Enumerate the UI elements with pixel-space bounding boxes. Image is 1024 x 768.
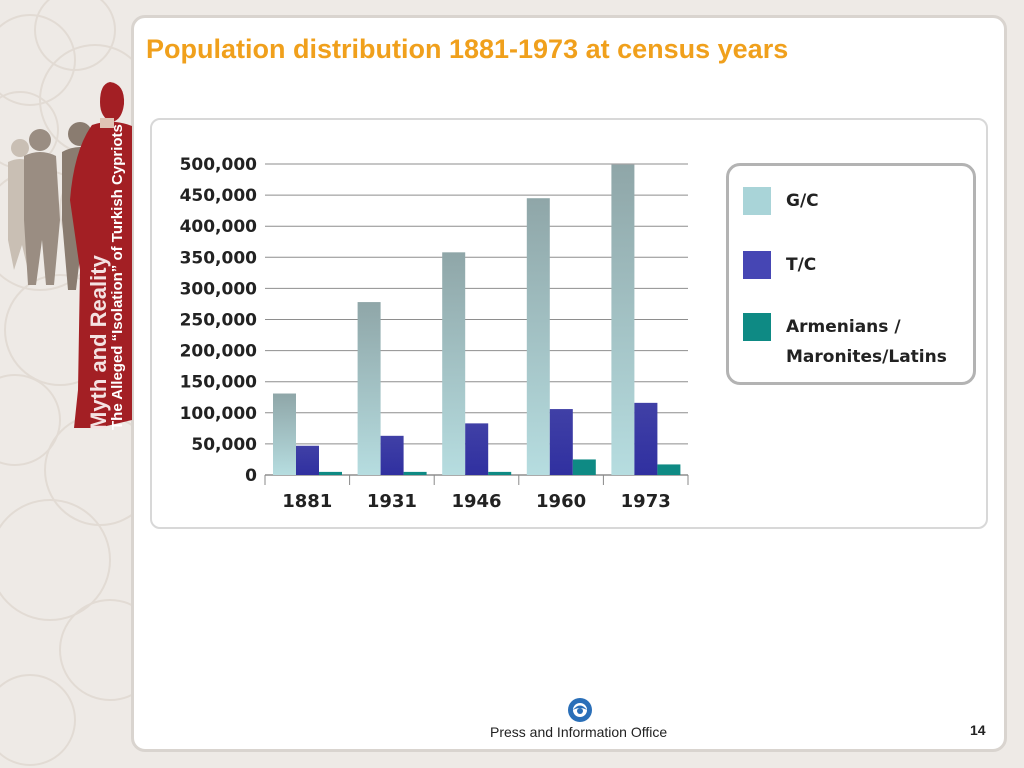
bar-g-1881 [273, 393, 296, 475]
y-tick-label: 50,000 [191, 435, 257, 455]
bar-armenians-1960 [572, 459, 596, 475]
bar-armenians-1973 [657, 464, 681, 475]
bar-chart: 500,000 450,000 400,000 350,000 300,000 250,0… [180, 155, 689, 512]
legend-label: T/C [786, 255, 817, 275]
side-banner-title: Myth and Reality [86, 255, 111, 430]
y-tick-label: 150,000 [180, 373, 258, 393]
x-tick-label: 1881 [282, 491, 332, 512]
y-tick-label: 500,000 [180, 155, 258, 175]
y-tick-label: 300,000 [180, 279, 258, 299]
bar-armenians-1931 [403, 471, 427, 475]
side-banner-subtitle: The Alleged “Isolation” of Turkish Cypri… [109, 124, 126, 430]
bar-armenians-1881 [319, 471, 342, 475]
bar-t-1973 [634, 402, 658, 475]
bar-g-1931 [357, 302, 381, 475]
legend-item: G/C [743, 186, 819, 216]
x-tick-label: 1973 [621, 491, 671, 512]
footer-text: Press and Information Office [490, 724, 668, 740]
x-tick-label: 1946 [451, 491, 501, 512]
x-tick-label: 1931 [367, 491, 417, 512]
bar-t-1960 [549, 409, 573, 475]
legend-item: Armenians / Maronites/Latins [743, 312, 947, 372]
page-number: 14 [970, 722, 986, 738]
bar-t-1946 [465, 423, 489, 475]
y-tick-label: 350,000 [180, 248, 258, 268]
x-tick-label: 1960 [536, 491, 586, 512]
legend-label: G/C [786, 191, 819, 211]
press-office-logo-icon [568, 698, 592, 722]
bar-armenians-1946 [488, 471, 512, 475]
y-tick-label: 250,000 [180, 311, 258, 331]
chart-legend: G/C T/C Armenians / Maronites/Latins [726, 163, 976, 385]
legend-swatch [743, 251, 771, 279]
y-tick-label: 0 [245, 466, 257, 486]
slide-title: Population distribution 1881-1973 at cen… [146, 34, 789, 64]
side-banner-text: Myth and Reality The Alleged “Isolation”… [86, 124, 126, 430]
bar-t-1881 [296, 445, 319, 475]
bar-g-1946 [442, 252, 466, 475]
legend-label: Armenians / Maronites/Latins [786, 317, 947, 367]
bar-g-1973 [611, 164, 635, 475]
y-tick-label: 450,000 [180, 186, 258, 206]
bar-t-1931 [380, 435, 404, 475]
y-tick-label: 200,000 [180, 342, 258, 362]
y-tick-label: 400,000 [180, 217, 258, 237]
silhouette-figures-illustration [8, 82, 132, 428]
legend-swatch [743, 313, 771, 341]
legend-swatch [743, 187, 771, 215]
bar-g-1960 [526, 198, 550, 475]
legend-item: T/C [743, 250, 816, 280]
y-tick-label: 100,000 [180, 404, 258, 424]
